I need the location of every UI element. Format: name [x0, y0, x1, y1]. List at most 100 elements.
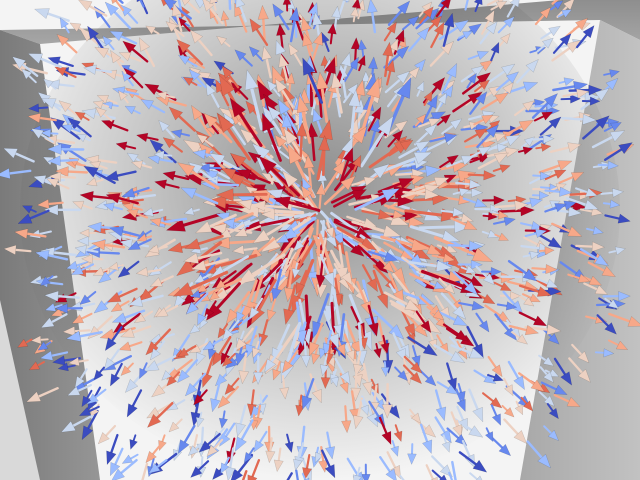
arrow-shaft: [352, 14, 356, 23]
arrow-head: [229, 152, 247, 168]
arrow-shaft: [132, 193, 157, 200]
arrow-shaft: [215, 289, 223, 296]
arrow-head: [13, 228, 29, 240]
arrow-shaft: [262, 17, 266, 42]
arrow-shaft: [250, 253, 286, 277]
arrow-shaft: [414, 131, 429, 146]
arrow-head: [220, 462, 230, 475]
arrow-head: [143, 83, 160, 96]
arrow-shaft: [305, 378, 315, 399]
arrow-shaft: [173, 174, 190, 181]
arrow-shaft: [155, 340, 166, 353]
arrow-head: [339, 371, 351, 386]
arrow-head: [285, 72, 296, 85]
arrow-shaft: [494, 204, 517, 209]
arrow-shaft: [150, 457, 155, 468]
arrow-shaft: [117, 287, 138, 298]
arrow-head: [498, 232, 510, 241]
arrow-shaft: [349, 104, 356, 140]
arrow-shaft: [585, 315, 598, 321]
arrow-shaft: [492, 167, 502, 172]
arrow-head: [170, 129, 183, 139]
arrow-head: [109, 461, 121, 477]
arrow-head: [609, 199, 621, 209]
arrow-shaft: [398, 146, 420, 159]
arrow-head: [241, 304, 254, 322]
arrow-shaft: [277, 211, 318, 221]
arrow-head: [350, 6, 360, 17]
arrow-head: [462, 30, 474, 40]
arrow-head: [165, 218, 186, 232]
arrow-shaft: [494, 313, 510, 332]
arrow-head: [330, 376, 340, 388]
arrow-shaft: [457, 383, 463, 394]
arrow-shaft: [488, 70, 506, 84]
arrow-shaft: [419, 295, 435, 310]
arrow-head: [252, 371, 264, 386]
arrow-shaft: [394, 172, 414, 176]
arrow-head: [482, 272, 496, 286]
arrow-shaft: [383, 241, 405, 255]
arrow-shaft: [550, 186, 559, 191]
arrow-head: [478, 320, 490, 333]
arrow-shaft: [551, 0, 559, 5]
arrow-shaft: [233, 350, 248, 363]
arrow-shaft: [258, 430, 268, 444]
arrow-shaft: [301, 472, 307, 480]
arrow-shaft: [276, 323, 291, 352]
arrow-shaft: [476, 132, 492, 149]
arrow-shaft: [320, 446, 325, 462]
arrow-shaft: [402, 364, 415, 377]
arrow-shaft: [382, 334, 387, 345]
arrow-head: [261, 45, 273, 61]
arrow-head: [475, 91, 488, 105]
arrow-shaft: [507, 259, 528, 275]
arrow-head: [540, 143, 552, 152]
arrow-head: [594, 284, 609, 295]
arrow-shaft: [117, 0, 124, 4]
arrow-head: [325, 226, 334, 239]
arrow-shaft: [356, 466, 361, 477]
arrow-shaft: [326, 329, 333, 346]
arrow-head: [78, 406, 92, 417]
arrow-head: [0, 167, 11, 180]
arrow-head: [118, 52, 132, 62]
arrow-head: [46, 178, 60, 188]
arrow-head: [176, 369, 190, 384]
arrow-head: [34, 249, 50, 261]
arrow-head: [433, 280, 445, 290]
arrow-shaft: [283, 76, 287, 84]
arrow-shaft: [360, 130, 385, 168]
arrow-head: [130, 160, 144, 170]
arrow-shaft: [453, 271, 473, 282]
arrow-shaft: [127, 11, 139, 24]
arrow-shaft: [440, 292, 458, 311]
arrow-shaft: [197, 38, 213, 57]
arrow-shaft: [408, 35, 423, 52]
arrow-head: [162, 137, 176, 149]
arrow-shaft: [205, 352, 216, 376]
arrow-head: [513, 429, 528, 445]
arrow-shaft: [452, 98, 473, 113]
arrow-shaft: [341, 76, 347, 99]
arrow-head: [499, 282, 512, 291]
arrow-head: [291, 268, 301, 280]
arrow-head: [573, 80, 589, 93]
arrow-shaft: [524, 232, 538, 238]
arrow-shaft: [132, 434, 137, 442]
arrow-shaft: [546, 403, 554, 412]
arrow-shaft: [515, 67, 531, 84]
arrow-shaft: [123, 309, 146, 319]
arrow-shaft: [440, 209, 455, 214]
arrow-head: [397, 370, 409, 382]
arrow-head: [560, 371, 573, 386]
arrow-head: [109, 30, 124, 42]
arrow-shaft: [550, 5, 557, 11]
arrow-shaft: [538, 164, 561, 174]
arrow-head: [440, 429, 452, 444]
arrow-shaft: [404, 326, 412, 337]
arrow-head: [504, 384, 514, 397]
arrow-shaft: [285, 321, 302, 366]
arrow-shaft: [392, 272, 411, 296]
arrow-head: [184, 382, 198, 397]
